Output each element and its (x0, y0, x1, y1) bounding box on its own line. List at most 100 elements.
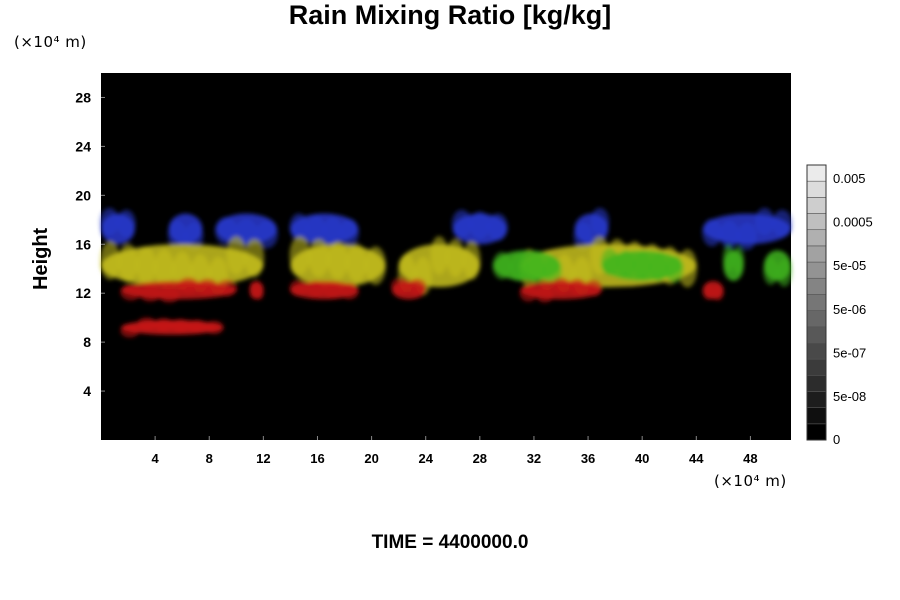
colorbar-label-2: 5e-05 (833, 258, 866, 273)
layer-lower-red-2-lump-1 (306, 280, 326, 298)
layer-middle-yellow-0-lump-2 (136, 246, 157, 285)
y-tick-label-6: 28 (75, 89, 91, 105)
colorbar-frame (806, 164, 827, 441)
layer-upper-blue-2-lump-2 (255, 220, 278, 249)
chart-title: Rain Mixing Ratio [kg/kg] (288, 0, 612, 30)
layer-lower-red-5-lump-1 (712, 284, 724, 301)
x-tick-label-9: 40 (635, 451, 649, 466)
time-label: TIME = 4400000.0 (371, 532, 529, 553)
y-axis-unit: (×10⁴ m) (14, 33, 87, 51)
heatmap-layers (100, 207, 792, 338)
layer-middle-yellow-2-lump-4 (462, 241, 481, 280)
x-tick-label-8: 36 (581, 451, 595, 466)
layer-lower-red-0-lump-3 (177, 277, 199, 294)
layer-lower-red-3-lump-0 (391, 277, 410, 294)
layer-upper-blue-0-lump-0 (100, 207, 119, 236)
layer-middle-green-1-lump-4 (665, 255, 684, 284)
colorbar: 0.005 0.0005 5e-05 5e-06 5e-07 5e-08 0 (806, 164, 873, 447)
layer-upper-blue-4-lump-2 (487, 213, 508, 241)
layer-low-red-band-0-lump-5 (205, 320, 224, 335)
y-tick-label-4: 20 (75, 187, 91, 203)
colorbar-label-3: 5e-06 (833, 302, 866, 317)
layer-lower-red-2-lump-2 (323, 281, 342, 299)
layer-lower-red-4-lump-1 (535, 286, 554, 303)
colorbar-label-1: 0.0005 (833, 215, 873, 230)
layer-middle-green-3-lump-0 (763, 257, 779, 285)
layer-lower-red-0-lump-5 (216, 279, 238, 297)
colorbar-level-0 (806, 423, 827, 441)
y-tick-label-5: 24 (75, 138, 91, 154)
x-tick-label-4: 20 (364, 451, 378, 466)
layer-middle-yellow-0-lump-3 (154, 248, 175, 288)
x-tick-label-10: 44 (689, 451, 704, 466)
colorbar-level-2 (806, 391, 827, 408)
layer-middle-yellow-2-lump-3 (446, 238, 465, 278)
layer-upper-blue-6-lump-4 (772, 209, 792, 238)
layer-upper-blue-6-lump-1 (719, 220, 740, 249)
layer-upper-blue-6-lump-2 (737, 222, 757, 251)
layer-upper-blue-4-lump-1 (469, 211, 490, 240)
colorbar-level-1 (806, 407, 827, 425)
colorbar-level-3 (806, 374, 827, 392)
layer-lower-red-0-lump-4 (197, 278, 219, 296)
colorbar-level-14 (806, 197, 827, 214)
y-tick-label-2: 12 (75, 285, 91, 301)
layer-lower-red-4-lump-4 (584, 279, 603, 297)
colorbar-level-10 (806, 261, 827, 279)
layer-middle-green-0-lump-1 (509, 253, 529, 282)
colorbar-label-6: 0 (833, 432, 840, 447)
x-axis-unit: (×10⁴ m) (714, 472, 787, 490)
layer-middle-green-1-lump-1 (617, 250, 635, 278)
layer-lower-red-0-lump-2 (158, 286, 180, 303)
layer-upper-blue-3-lump-2 (323, 217, 342, 245)
layer-upper-blue-3-lump-3 (340, 218, 359, 247)
layer-middle-yellow-0-lump-1 (118, 243, 138, 283)
colorbar-level-13 (806, 213, 827, 231)
colorbar-level-16 (806, 164, 827, 182)
layer-low-red-band-0-lump-3 (171, 319, 190, 333)
layer-lower-red-4-lump-2 (552, 277, 570, 294)
layer-low-red-band-0-lump-0 (120, 324, 140, 338)
x-tick-label-5: 24 (418, 451, 433, 466)
colorbar-level-12 (806, 229, 827, 247)
layer-lower-red-4-lump-0 (519, 285, 538, 302)
layer-lower-red-3-lump-1 (407, 278, 427, 296)
colorbar-level-11 (806, 245, 827, 263)
layer-upper-blue-1-lump-1 (184, 222, 204, 251)
layer-middle-yellow-2-lump-2 (430, 236, 449, 275)
layer-upper-blue-1-lump-0 (167, 220, 187, 249)
y-tick-label-0: 4 (83, 383, 91, 399)
x-tick-label-3: 16 (310, 451, 324, 466)
layer-upper-blue-0-lump-1 (117, 209, 136, 238)
colorbar-level-8 (806, 294, 827, 311)
layer-low-red-band-0-lump-1 (137, 317, 156, 331)
layer-middle-green-0-lump-3 (543, 257, 562, 285)
layer-lower-red-5-lump-0 (702, 282, 714, 300)
layer-middle-yellow-3-lump-9 (677, 248, 698, 288)
layer-middle-yellow-1-lump-0 (289, 236, 311, 275)
layer-middle-green-0-lump-0 (492, 251, 512, 280)
layer-upper-blue-4-lump-0 (451, 209, 472, 238)
layer-lower-red-0-lump-1 (139, 285, 161, 302)
layer-middle-yellow-0-lump-7 (226, 236, 247, 275)
layer-lower-red-0-lump-0 (120, 284, 142, 301)
y-axis-ticks: 4 8 12 16 20 24 28 (75, 89, 105, 399)
layer-middle-yellow-1-lump-1 (308, 238, 330, 278)
layer-middle-yellow-0-lump-0 (100, 241, 120, 280)
layer-middle-yellow-1-lump-4 (365, 246, 387, 285)
colorbar-label-0: 0.005 (833, 171, 866, 186)
layer-lower-red-1-lump-0 (249, 281, 257, 299)
colorbar-label-5: 5e-08 (833, 389, 866, 404)
x-tick-label-11: 48 (743, 451, 757, 466)
layer-upper-blue-5-lump-1 (590, 207, 610, 236)
x-tick-label-0: 4 (152, 451, 160, 466)
layer-middle-yellow-1-lump-2 (327, 241, 349, 280)
layer-middle-green-2-lump-0 (722, 244, 735, 273)
x-tick-label-2: 12 (256, 451, 270, 466)
layer-lower-red-2-lump-3 (340, 282, 359, 300)
layer-middle-green-3-lump-1 (776, 259, 792, 287)
colorbar-level-6 (806, 326, 827, 344)
layer-upper-blue-3-lump-1 (306, 215, 326, 243)
y-tick-label-1: 8 (83, 334, 91, 350)
